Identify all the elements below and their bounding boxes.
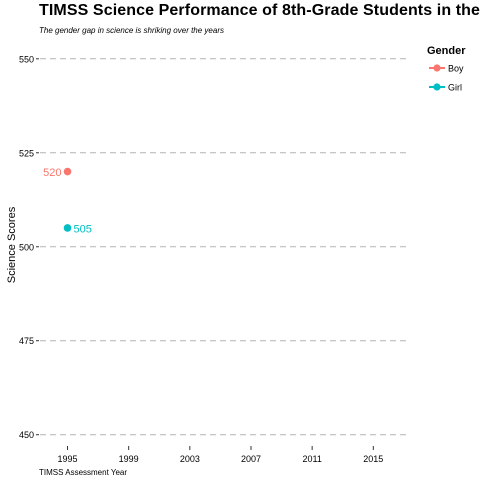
legend: Gender Boy Girl bbox=[427, 45, 466, 93]
x-tick-label: 2003 bbox=[180, 454, 200, 464]
y-axis-label: Science Scores bbox=[6, 206, 18, 283]
gridlines bbox=[40, 58, 410, 436]
x-tick-label: 1995 bbox=[58, 454, 78, 464]
legend-label-girl: Girl bbox=[448, 83, 462, 93]
x-tick-label: 2015 bbox=[363, 454, 383, 464]
y-tick-label: 500 bbox=[19, 242, 34, 252]
x-tick-label: 2011 bbox=[302, 454, 321, 464]
chart-subtitle: The gender gap in science is shriking ov… bbox=[39, 26, 224, 35]
data-label-girl: 505 bbox=[74, 223, 92, 235]
data-points: 520 505 bbox=[43, 167, 92, 235]
y-tick-label: 550 bbox=[19, 54, 34, 64]
y-tick-label: 475 bbox=[19, 336, 34, 346]
chart-title: TIMSS Science Performance of 8th-Grade S… bbox=[39, 2, 480, 19]
legend-key-point bbox=[433, 64, 441, 72]
legend-label-boy: Boy bbox=[448, 64, 464, 74]
point-girl bbox=[63, 224, 72, 232]
x-tick-label: 2007 bbox=[241, 454, 261, 464]
legend-key-point bbox=[433, 83, 441, 91]
x-axis: 1995 1999 2003 2007 2011 2015 bbox=[58, 446, 383, 464]
y-tick-label: 450 bbox=[19, 430, 34, 440]
x-tick-label: 1999 bbox=[119, 454, 139, 464]
data-label-boy: 520 bbox=[43, 167, 61, 179]
point-boy bbox=[63, 167, 72, 176]
x-axis-label: TIMSS Assessment Year bbox=[39, 468, 127, 477]
legend-title: Gender bbox=[427, 45, 466, 57]
y-tick-label: 525 bbox=[19, 148, 34, 158]
y-axis: 450 475 500 525 550 bbox=[19, 54, 39, 440]
